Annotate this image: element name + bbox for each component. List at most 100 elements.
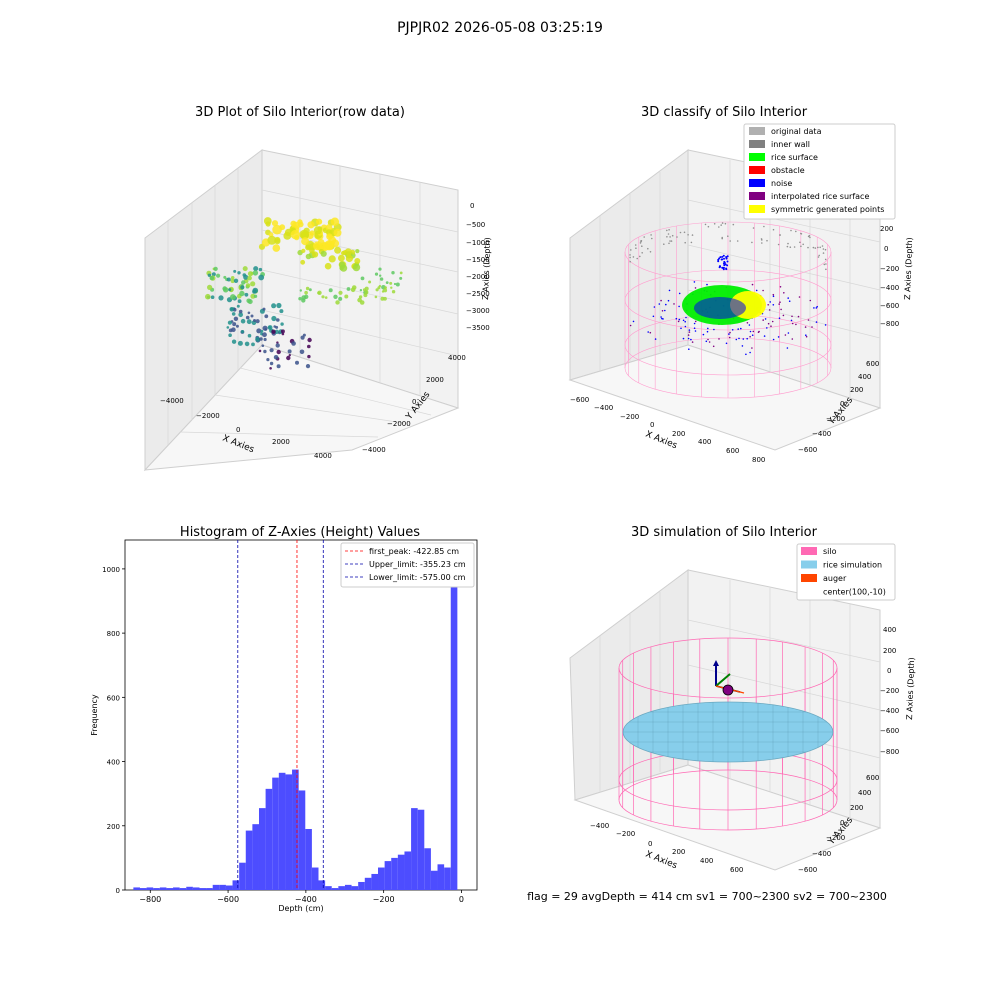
classify-point [728,333,730,335]
classify-point [761,242,763,244]
raw-point [378,284,382,288]
raw-point [391,290,396,294]
classify-point [661,310,664,312]
classify-point [705,340,708,343]
classify-point [789,246,792,248]
classify-point [691,341,694,343]
raw-point [258,349,262,353]
raw-point [301,248,306,253]
raw-point [304,290,308,295]
raw-point [378,267,382,271]
hist-legend: first_peak: -422.85 cm Upper_limit: -355.… [340,542,475,588]
raw-xtick: −2000 [196,412,220,420]
raw-point [262,307,266,311]
hist-bar [444,867,451,890]
classify-point [764,318,767,320]
classify-point [694,287,697,289]
hist-bar [404,851,412,890]
classify-point [818,254,820,257]
sim-legend: silo rice simulation auger center(100,-10) [796,543,896,601]
raw-point [235,324,239,328]
raw-point [307,337,312,343]
raw-point [360,276,365,281]
raw-point [267,235,277,245]
hist-bar [424,848,431,890]
classify-point [688,348,690,351]
classify-point [684,241,686,244]
hist-legend-label: Lower_limit: -575.00 cm [369,573,466,582]
classify-point [728,336,731,339]
raw-point [305,286,310,291]
raw-point [242,266,248,272]
raw-point [328,255,336,263]
raw-point [244,341,250,347]
classify-point [719,256,722,259]
cls-xtick: 400 [698,438,711,446]
raw-point [344,248,352,256]
raw-point [238,312,243,318]
hist-xtick-label: −400 [295,895,317,904]
classify-point [722,254,725,257]
raw-point [247,271,254,277]
raw-ytick: 0 [412,398,416,406]
classify-point [643,236,645,238]
classify-point [719,265,721,268]
classify-point [721,237,723,240]
cls-ztick: 0 [884,245,888,253]
classify-3d-title: 3D classify of Silo Interior [641,105,808,120]
raw-point [228,333,232,338]
raw-point [210,295,215,300]
classify-point [791,322,794,325]
cls-xtick: −600 [570,396,589,404]
classify-point [650,234,652,236]
hist-bar [146,887,154,890]
classify-legend: original data inner wall rice surface obsta… [743,123,896,220]
hist-bar [159,887,167,890]
classify-point [721,222,724,224]
raw-point [301,298,306,303]
raw-point [274,329,279,334]
classify-point [721,255,724,258]
hist-ytick-label: 200 [107,823,120,831]
classify-point [640,240,642,242]
classify-point [825,268,827,271]
raw-point [240,285,245,290]
cls-legend-label: noise [771,179,792,188]
raw-point [331,239,340,248]
hist-bar [278,772,286,890]
raw-point [261,344,265,348]
sim-ztick: −600 [880,727,899,735]
hist-xtick-label: −200 [373,895,395,904]
classify-point [824,324,827,326]
raw-point [236,304,240,308]
classify-point [823,263,826,266]
cls-legend-swatch [749,205,765,213]
hist-bar [153,888,160,890]
classify-point [708,341,711,343]
raw-point [233,278,239,283]
hist-xlabel: Depth (cm) [278,904,323,913]
classify-point [769,301,771,303]
classify-point [809,236,811,239]
classify-point [685,316,687,319]
classify-point [725,256,728,258]
classify-point [726,260,729,263]
cls-legend-swatch [749,179,765,187]
hist-ytick-label: 600 [107,694,120,702]
hist-ticks: −800 −600 −400 −200 0 0 200 400 600 800 1000 [102,566,464,904]
classify-point [649,331,652,334]
classify-point [684,320,686,323]
cls-ytick: −400 [812,430,831,438]
classify-point [634,244,637,246]
raw-point [304,294,309,299]
sim-ytick: 400 [858,789,871,797]
cls-legend-swatch [749,127,765,135]
sim-legend-swatch [801,560,817,569]
panel-raw-3d: 3D Plot of Silo Interior(row data) −4000… [143,105,492,472]
classify-point [687,337,690,340]
classify-point [721,258,724,261]
classify-point [777,243,780,246]
raw-ztick: −2500 [466,290,490,298]
raw-ytick: 2000 [426,376,444,384]
raw-point [399,271,403,275]
